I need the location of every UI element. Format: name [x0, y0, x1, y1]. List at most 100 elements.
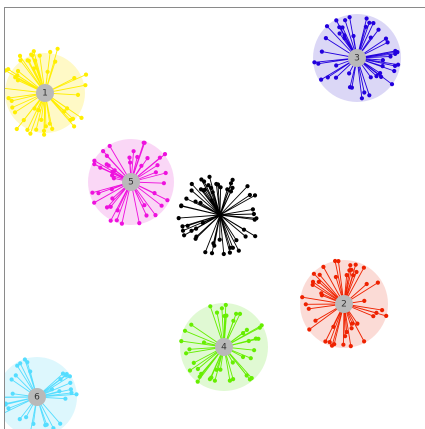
center-cluster-leaf-node [194, 226, 199, 231]
center-cluster-leaf-node [194, 234, 199, 239]
center-cluster-edge [182, 214, 221, 227]
cluster-3-leaf-node [379, 74, 384, 79]
center-cluster-edge [219, 214, 246, 237]
center-cluster-leaf-node [198, 187, 204, 192]
cluster-2-leaf-node [316, 279, 321, 284]
cluster-1-leaf-node [26, 58, 31, 63]
cluster-2-leaf-node [375, 280, 380, 285]
cluster-3-leaf-node [312, 60, 317, 65]
cluster-6-leaf-node [0, 412, 4, 416]
cluster-3-leaf-node [367, 20, 372, 25]
cluster-4-leaf-node [199, 371, 204, 376]
cluster-1-leaf-node [0, 86, 4, 90]
cluster-5-hub[interactable]: 5 [122, 173, 140, 191]
cluster-4-leaf-node [184, 351, 189, 356]
cluster-5-leaf-node [142, 203, 147, 208]
cluster-4-leaf-node [191, 360, 196, 365]
hub-node-label: 6 [34, 393, 40, 403]
cluster-2-leaf-node [327, 340, 332, 345]
cluster-1-leaf-node [68, 117, 73, 123]
center-cluster-edge [215, 183, 221, 216]
cluster-4-leaf-node [224, 313, 229, 318]
cluster-3-leaf-node [392, 68, 397, 74]
cluster-2-leaf-node [350, 321, 355, 326]
center-cluster-leaf-node [207, 174, 212, 179]
cluster-4-hub[interactable]: 4 [215, 338, 233, 356]
cluster-4-leaf-node [182, 328, 188, 333]
cluster-6-leaf-node [18, 361, 23, 366]
center-cluster-edge [191, 183, 221, 216]
cluster-1-leaf-node [47, 121, 52, 126]
cluster-3-hub[interactable]: 3 [348, 49, 366, 67]
frame-top-border [4, 7, 425, 8]
cluster-1-leaf-node [75, 92, 81, 97]
cluster-1-leaf-node [15, 68, 21, 74]
cluster-6-leaf-node [9, 377, 14, 382]
cluster-2-leaf-node [332, 342, 337, 347]
cluster-1-leaf-node [79, 115, 84, 120]
center-cluster-leaf-node [218, 185, 223, 190]
cluster-3-leaf-node [378, 71, 383, 76]
cluster-2-leaf-node [348, 344, 353, 349]
cluster-1-leaf-node [10, 105, 15, 110]
cluster-1-leaf-node [17, 53, 23, 59]
frame-left-border [4, 7, 5, 429]
center-cluster-leaf-node [251, 211, 256, 217]
cluster-5-leaf-node [159, 203, 164, 208]
cluster-2-leaf-node [371, 314, 376, 319]
cluster-3-leaf-node [316, 61, 321, 66]
hub-node-label: 4 [221, 343, 227, 353]
cluster-2-leaf-node [317, 272, 322, 277]
cluster-6-leaf-node [67, 374, 72, 379]
cluster-6-leaf-node [6, 406, 11, 411]
cluster-6-leaf-node [68, 387, 73, 392]
cluster-2-leaf-node [353, 262, 358, 267]
cluster-6-leaf-node [63, 396, 68, 401]
cluster-3-leaf-node [368, 35, 373, 40]
cluster-4-leaf-node [237, 311, 243, 316]
cluster-1-leaf-node [9, 98, 14, 103]
cluster-3-leaf-node [324, 24, 330, 29]
cluster-3-leaf-node [388, 54, 393, 59]
center-cluster-edge [219, 214, 234, 248]
cluster-2-hub[interactable]: 2 [335, 295, 353, 313]
cluster-1-hub[interactable]: 1 [36, 84, 54, 102]
cluster-6-leaf-node [43, 423, 48, 428]
center-cluster-leaf-node [203, 250, 208, 255]
center-cluster-leaf-node [179, 203, 184, 208]
center-cluster-edge [178, 214, 221, 219]
cluster-2-leaf-node [347, 268, 352, 273]
center-cluster-edge [191, 190, 221, 216]
cluster-1-leaf-node [30, 53, 35, 58]
cluster-4-leaf-node [187, 368, 193, 373]
cluster-2-leaf-node [364, 281, 369, 287]
cluster-2-leaf-node [348, 263, 353, 268]
cluster-3-leaf-node [334, 18, 339, 23]
center-cluster-leaf-node [189, 188, 194, 193]
cluster-5-leaf-node [90, 190, 95, 195]
cluster-1-leaf-node [31, 49, 36, 54]
center-cluster-edge [211, 214, 221, 254]
cluster-5-leaf-node [115, 208, 120, 213]
center-cluster-leaf-node [198, 200, 203, 205]
cluster-3-leaf-node [347, 15, 352, 20]
center-cluster-leaf-node [250, 207, 255, 212]
cluster-5-leaf-node [144, 213, 149, 218]
center-cluster-leaf-node [214, 181, 219, 187]
center-cluster-leaf-node [176, 216, 181, 221]
center-cluster-edge [195, 214, 221, 229]
cluster-1-leaf-node [34, 127, 39, 132]
cluster-2-leaf-node [380, 308, 385, 313]
cluster-4-leaf-node [208, 304, 213, 309]
cluster-4-leaf-node [212, 378, 217, 383]
center-cluster-leaf-node [182, 233, 187, 238]
hub-node-label: 5 [128, 178, 134, 188]
cluster-6-leaf-node [5, 402, 8, 407]
cluster-4-leaf-node [219, 306, 224, 311]
cluster-6-hub[interactable]: 6 [28, 388, 46, 406]
cluster-1-leaf-node [42, 132, 47, 137]
cluster-3-leaf-node [385, 40, 390, 45]
center-cluster-leaf-node [247, 192, 252, 198]
cluster-1-leaf-node [28, 131, 33, 136]
